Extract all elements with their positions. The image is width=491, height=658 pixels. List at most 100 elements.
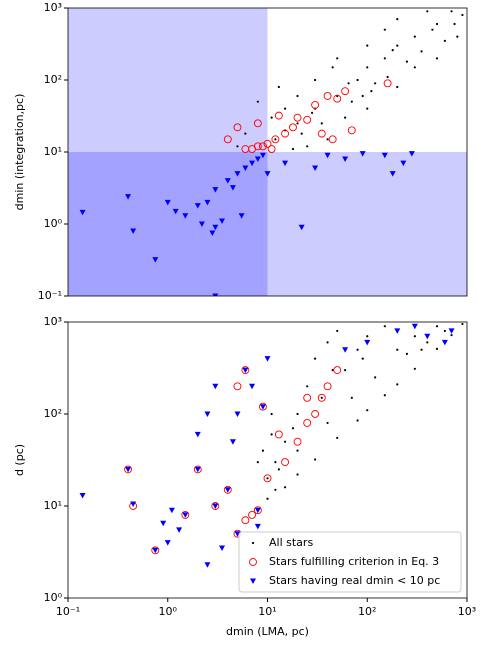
point xyxy=(194,431,201,438)
point xyxy=(370,90,373,93)
point xyxy=(238,213,245,219)
point xyxy=(435,22,439,26)
point xyxy=(396,85,399,89)
point xyxy=(229,439,236,445)
point xyxy=(253,142,262,151)
point xyxy=(212,187,219,193)
point xyxy=(313,458,317,461)
point xyxy=(274,488,277,491)
point xyxy=(261,449,265,452)
point xyxy=(391,49,394,52)
point xyxy=(383,79,392,88)
point xyxy=(259,152,266,159)
point xyxy=(326,421,329,425)
point xyxy=(313,78,317,82)
point xyxy=(326,341,329,344)
point xyxy=(244,132,247,135)
point xyxy=(253,506,262,515)
point xyxy=(229,185,236,191)
point xyxy=(242,367,249,374)
point xyxy=(386,75,389,79)
point xyxy=(233,123,242,132)
point xyxy=(182,512,189,518)
point xyxy=(344,369,347,372)
point xyxy=(383,57,386,60)
point xyxy=(396,18,399,21)
y-tick-label: 10¹ xyxy=(44,145,62,158)
point xyxy=(405,352,409,356)
y-tick-label: 10⁻¹ xyxy=(38,289,62,302)
point xyxy=(435,325,439,328)
point xyxy=(356,348,359,351)
point xyxy=(383,28,386,31)
point xyxy=(336,436,339,439)
point xyxy=(212,224,219,231)
point xyxy=(366,66,369,69)
point xyxy=(152,547,159,554)
x-tick-label: 10⁻¹ xyxy=(56,605,80,618)
point xyxy=(320,396,323,399)
point xyxy=(164,540,171,546)
point xyxy=(130,501,137,508)
point xyxy=(361,357,364,360)
point xyxy=(283,107,287,110)
point xyxy=(298,224,305,231)
point xyxy=(212,293,219,296)
point xyxy=(431,28,434,31)
legend-label: Stars having real dmin < 10 pc xyxy=(269,574,440,587)
legend-label: All stars xyxy=(269,536,313,549)
legend-marker xyxy=(250,578,256,584)
point xyxy=(300,132,303,135)
point xyxy=(151,546,160,555)
point xyxy=(258,402,267,411)
point xyxy=(264,171,271,177)
point xyxy=(194,466,201,473)
x-tick-label: 10² xyxy=(358,605,376,618)
shade-x xyxy=(68,8,268,296)
point xyxy=(270,116,273,119)
point xyxy=(450,10,453,13)
point xyxy=(320,122,323,125)
point xyxy=(281,458,290,467)
point xyxy=(270,433,273,436)
point xyxy=(396,383,399,386)
y-tick-label: 10³ xyxy=(44,315,62,328)
point xyxy=(461,13,464,17)
point xyxy=(336,329,339,333)
point xyxy=(408,151,415,157)
point xyxy=(383,394,386,397)
plot-area xyxy=(68,8,467,296)
legend-box xyxy=(238,531,462,593)
point xyxy=(461,322,464,326)
y-tick-label: 10² xyxy=(44,73,62,86)
point xyxy=(274,461,277,464)
point xyxy=(256,100,259,103)
point xyxy=(326,138,329,141)
point xyxy=(450,334,453,337)
point xyxy=(303,115,312,124)
point xyxy=(193,465,202,474)
point xyxy=(291,427,295,430)
point xyxy=(341,87,350,96)
point xyxy=(426,10,429,13)
point xyxy=(366,409,369,412)
point xyxy=(125,194,132,200)
point xyxy=(328,135,337,144)
point xyxy=(435,347,439,351)
point xyxy=(342,156,349,162)
x-axis-label: dmin (LMA, pc) xyxy=(226,625,309,638)
point xyxy=(274,138,277,141)
point xyxy=(383,325,386,328)
point xyxy=(281,129,290,138)
point xyxy=(79,493,86,499)
point xyxy=(420,50,423,53)
x-tick-label: 10³ xyxy=(458,605,476,618)
legend-label: Stars fulfilling criterion in Eq. 3 xyxy=(269,555,439,568)
point xyxy=(242,165,249,171)
point xyxy=(405,60,409,63)
x-tick-label: 10⁰ xyxy=(159,605,178,618)
point xyxy=(209,230,216,236)
point xyxy=(333,366,342,375)
point xyxy=(331,66,334,69)
